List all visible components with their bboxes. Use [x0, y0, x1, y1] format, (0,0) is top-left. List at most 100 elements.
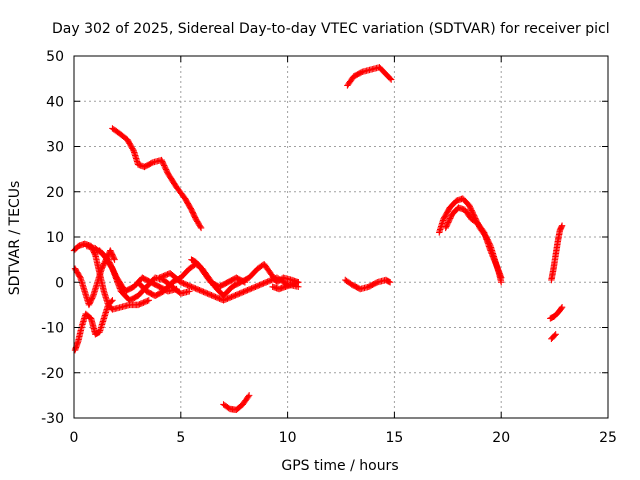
grid-lines [74, 56, 608, 418]
data-point [160, 162, 168, 169]
data-point [105, 257, 113, 265]
data-point [161, 163, 168, 171]
data-point [447, 213, 454, 221]
data-point [109, 266, 116, 273]
y-tick-label: 0 [55, 275, 64, 291]
series-arc-18 [269, 279, 302, 293]
data-point [442, 224, 449, 232]
data-point [107, 261, 115, 269]
data-point [498, 274, 505, 281]
series-arc-12 [71, 247, 118, 309]
data-point [111, 270, 118, 277]
data-point [443, 223, 450, 230]
y-tick-label: -10 [41, 321, 64, 337]
x-tick-label: 15 [385, 430, 403, 446]
data-point [76, 273, 83, 280]
data-point [144, 297, 151, 305]
data-point [443, 222, 451, 229]
data-point [110, 255, 118, 262]
data-point [558, 303, 566, 311]
series-arc-6 [548, 222, 566, 284]
data-point [492, 260, 499, 267]
data-point [479, 227, 487, 235]
data-point [159, 158, 166, 165]
data-point [89, 293, 96, 301]
data-point [240, 278, 247, 285]
series-arc-8 [548, 331, 559, 343]
x-tick-label: 20 [492, 430, 510, 446]
data-point [445, 217, 453, 225]
data-point [173, 285, 180, 293]
series-arc-2 [344, 64, 395, 89]
data-point [110, 268, 118, 276]
data-point [446, 216, 453, 224]
data-point [91, 250, 98, 258]
data-point [488, 250, 495, 257]
data-point [106, 260, 114, 268]
y-tick-label: -30 [41, 411, 64, 427]
data-point [491, 258, 499, 266]
series-arc-16 [156, 270, 302, 304]
data-point [295, 279, 302, 286]
data-point [111, 256, 118, 263]
data-point [552, 331, 559, 338]
y-tick-label: 30 [46, 140, 64, 156]
data-point [446, 215, 454, 222]
data-point [110, 267, 117, 274]
y-tick-label: 40 [46, 94, 64, 110]
series-arc-17 [188, 256, 249, 290]
data-point [162, 166, 170, 173]
data-point [241, 279, 249, 286]
data-point [551, 332, 558, 339]
data-points [70, 64, 566, 414]
x-tick-label: 5 [176, 430, 185, 446]
data-point [245, 392, 253, 399]
data-point [487, 247, 494, 254]
data-point [159, 159, 167, 166]
axis-ticks: 0 5 10 15 20 25 -30 -20 -10 0 10 20 30 40 50 [41, 49, 617, 446]
series-arc-9 [342, 276, 394, 293]
data-point [109, 297, 116, 304]
data-point [129, 146, 137, 153]
data-point [104, 256, 112, 263]
data-point [108, 264, 116, 272]
data-point [386, 279, 394, 286]
series-arc-3 [220, 392, 253, 414]
data-point [386, 75, 394, 82]
data-point [558, 222, 566, 229]
data-point [493, 261, 500, 269]
data-point [160, 160, 167, 168]
data-point [444, 220, 451, 228]
data-point [145, 297, 152, 304]
x-tick-label: 25 [599, 430, 617, 446]
data-point [491, 257, 498, 264]
data-point [197, 224, 205, 232]
data-point [108, 263, 115, 270]
data-point [112, 271, 119, 279]
data-point [245, 393, 252, 400]
x-tick-label: 10 [279, 430, 297, 446]
series-arc-1 [109, 125, 205, 232]
data-point [470, 211, 477, 218]
data-point [489, 251, 496, 259]
data-point [558, 305, 565, 312]
series-arc-14 [96, 247, 180, 295]
y-axis-label: SDTVAR / TECUs [7, 181, 23, 296]
data-point [490, 256, 498, 263]
data-point [489, 253, 497, 260]
data-point [106, 259, 113, 266]
data-point [490, 254, 497, 261]
series-arc-4 [436, 195, 505, 286]
y-tick-label: -20 [41, 366, 64, 382]
data-point [197, 223, 204, 230]
x-axis-label: GPS time / hours [281, 458, 398, 474]
data-point [487, 248, 495, 256]
data-point [387, 76, 395, 83]
y-tick-label: 10 [46, 230, 64, 246]
data-point [163, 167, 170, 175]
data-point [385, 278, 393, 285]
series-arc-5 [442, 204, 505, 281]
chart-title: Day 302 of 2025, Sidereal Day-to-day VTE… [52, 21, 610, 37]
x-tick-label: 0 [70, 430, 79, 446]
